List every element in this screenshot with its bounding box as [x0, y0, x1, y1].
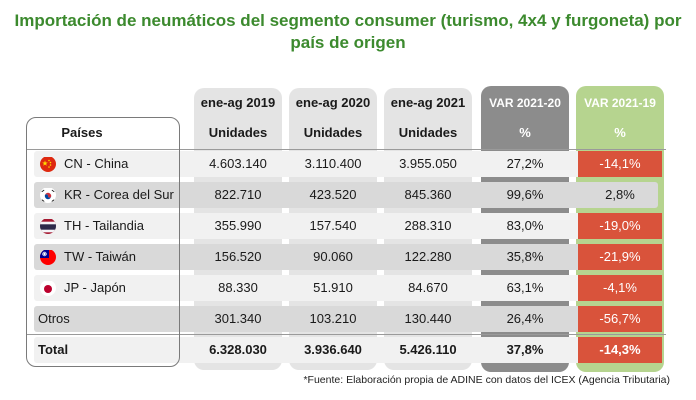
- value-var2120: 83,0%: [506, 218, 544, 233]
- title-line-2: país de origen: [290, 33, 406, 52]
- value-v2021: 122.280: [404, 249, 452, 264]
- subheader-paises: Países: [61, 125, 103, 140]
- country-name: JP - Japón: [64, 280, 126, 295]
- row-band: [34, 213, 658, 239]
- row-band: [34, 182, 658, 208]
- value-var2120: 63,1%: [506, 280, 544, 295]
- value-v2020: 90.060: [313, 249, 353, 264]
- country-cell: KR - Corea del Sur: [34, 182, 180, 208]
- countries-frame: [26, 117, 180, 367]
- country-cell: TH - Tailandia: [34, 213, 180, 239]
- header-var2120: VAR 2021-20: [489, 96, 561, 110]
- value-var2119: -14,3%: [599, 342, 641, 357]
- negative-highlight: [578, 244, 662, 270]
- value-v2019: 4.603.140: [209, 156, 267, 171]
- subheader-pct-var2119: %: [614, 125, 626, 140]
- subheader-units-2020: Unidades: [303, 125, 363, 140]
- negative-highlight: [578, 337, 662, 363]
- value-var2119: -56,7%: [599, 311, 641, 326]
- value-var2120: 35,8%: [506, 249, 544, 264]
- value-var2119: -4,1%: [603, 280, 637, 295]
- value-v2019: 156.520: [214, 249, 262, 264]
- negative-highlight: [578, 306, 662, 332]
- value-v2020: 51.910: [313, 280, 353, 295]
- header-2019: ene-ag 2019: [200, 95, 276, 110]
- negative-highlight: [578, 213, 662, 239]
- subheader-units-2019: Unidades: [208, 125, 268, 140]
- value-v2020: 103.210: [309, 311, 357, 326]
- row-band: [34, 151, 658, 177]
- value-var2120: 99,6%: [506, 187, 544, 202]
- value-var2120: 37,8%: [506, 342, 544, 357]
- japan-flag-icon: [40, 280, 56, 296]
- country-cell: JP - Japón: [34, 275, 180, 301]
- value-v2021: 130.440: [404, 311, 452, 326]
- country-name: Otros: [38, 311, 70, 326]
- source-note: *Fuente: Elaboración propia de ADINE con…: [303, 374, 670, 386]
- value-v2019: 88.330: [218, 280, 258, 295]
- value-var2119: -19,0%: [599, 218, 641, 233]
- header-2020: ene-ag 2020: [295, 95, 371, 110]
- value-v2021: 3.955.050: [399, 156, 457, 171]
- country-name: TH - Tailandia: [64, 218, 144, 233]
- value-v2020: 3.936.640: [304, 342, 362, 357]
- subheader-units-2021: Unidades: [398, 125, 458, 140]
- thailand-flag-icon: [40, 218, 56, 234]
- country-name: TW - Taiwán: [64, 249, 136, 264]
- value-var2119: -21,9%: [599, 249, 641, 264]
- negative-highlight: [578, 275, 662, 301]
- country-cell: CN - China: [34, 151, 180, 177]
- value-v2020: 423.520: [309, 187, 357, 202]
- value-v2019: 6.328.030: [209, 342, 267, 357]
- value-v2019: 355.990: [214, 218, 262, 233]
- country-cell: TW - Taiwán: [34, 244, 180, 270]
- row-band: [34, 275, 658, 301]
- value-v2021: 845.360: [404, 187, 452, 202]
- subheader-pct-var2120: %: [519, 125, 531, 140]
- value-var2119: 2,8%: [605, 187, 635, 202]
- negative-highlight: [578, 151, 662, 177]
- country-cell: Total: [34, 337, 180, 363]
- value-v2021: 5.426.110: [399, 342, 457, 357]
- china-flag-icon: [40, 156, 56, 172]
- value-v2020: 3.110.400: [304, 156, 362, 171]
- row-band: [34, 244, 658, 270]
- value-v2019: 822.710: [214, 187, 262, 202]
- value-v2020: 157.540: [309, 218, 357, 233]
- header-separator: [26, 149, 666, 150]
- south-korea-flag-icon: [40, 187, 56, 203]
- row-band: [34, 337, 658, 363]
- value-v2019: 301.340: [214, 311, 262, 326]
- value-var2120: 27,2%: [506, 156, 544, 171]
- country-name: CN - China: [64, 156, 129, 171]
- value-v2021: 288.310: [404, 218, 452, 233]
- country-name: KR - Corea del Sur: [64, 187, 174, 202]
- header-var2119: VAR 2021-19: [584, 96, 656, 110]
- header-2021: ene-ag 2021: [390, 95, 466, 110]
- row-band: [34, 306, 658, 332]
- chart-title: Importación de neumáticos del segmento c…: [0, 10, 696, 54]
- title-line-1: Importación de neumáticos del segmento c…: [14, 11, 682, 30]
- value-var2119: -14,1%: [599, 156, 641, 171]
- total-separator: [26, 334, 666, 335]
- value-var2120: 26,4%: [506, 311, 544, 326]
- country-cell: Otros: [34, 306, 180, 332]
- value-v2021: 84.670: [408, 280, 448, 295]
- taiwan-flag-icon: [40, 249, 56, 265]
- country-name: Total: [38, 342, 69, 357]
